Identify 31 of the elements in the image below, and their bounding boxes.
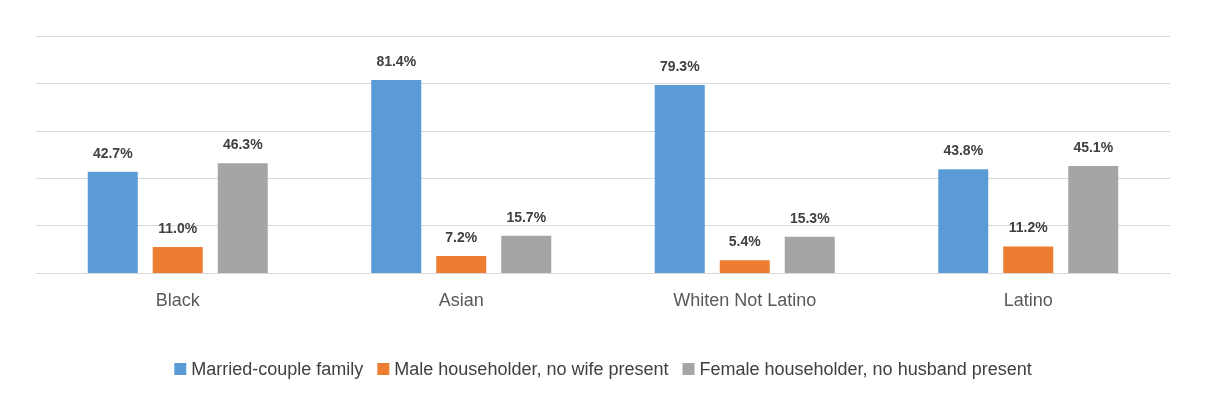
bar [1003,246,1054,273]
data-label: 42.7% [92,144,134,161]
data-label: 43.8% [943,142,984,159]
data-label: 15.7% [506,208,547,225]
data-label: 7.2% [445,228,478,245]
data-label: 81.4% [376,53,417,70]
bar [371,80,422,273]
data-label: 11.2% [1008,219,1049,236]
bar [654,85,705,273]
data-label: 79.3% [659,58,701,75]
data-label: 45.1% [1073,139,1114,156]
data-label: 46.3% [222,136,264,153]
data-label: 5.4% [728,233,762,250]
data-label: 15.3% [789,209,831,226]
legend-label: Male householder, no wife present [394,359,669,379]
bar [436,255,487,273]
bar [87,171,138,273]
bar [217,163,268,273]
x-tick-label: Whiten Not Latino [673,290,817,310]
bar [1068,166,1119,273]
bar [784,236,835,273]
x-tick-label: Latino [1003,290,1053,310]
bar [719,260,770,273]
bar [152,246,203,273]
bar [938,169,989,273]
legend-label: Female householder, no husband present [699,359,1032,379]
data-label: 11.0% [158,219,198,236]
legend-label: Married-couple family [191,359,364,379]
x-tick-label: Asian [438,290,484,310]
x-tick-label: Black [155,290,201,310]
bar [501,235,552,273]
